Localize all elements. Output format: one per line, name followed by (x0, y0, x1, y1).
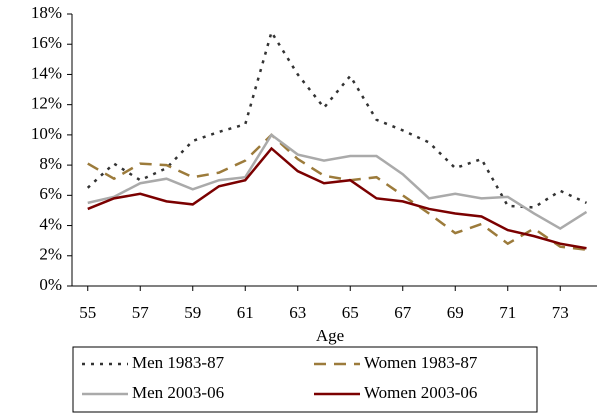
legend-label: Men 1983-87 (132, 353, 225, 372)
x-tick-label: 65 (342, 303, 359, 322)
x-tick-label: 73 (552, 303, 569, 322)
y-tick-label: 16% (31, 33, 62, 52)
legend-label: Men 2003-06 (132, 383, 224, 402)
x-tick-label: 59 (184, 303, 201, 322)
series-line (87, 146, 587, 250)
legend-box (72, 346, 538, 413)
y-tick-label: 8% (39, 154, 62, 173)
y-tick-label: 18% (31, 3, 62, 22)
x-tick-label: 57 (132, 303, 150, 322)
y-tick-label: 14% (31, 63, 62, 82)
y-tick-label: 4% (39, 214, 62, 233)
x-tick-label: 69 (447, 303, 464, 322)
y-tick-label: 0% (39, 275, 62, 294)
legend-label: Women 2003-06 (364, 383, 477, 402)
series-line (86, 29, 588, 209)
x-tick-label: 71 (499, 303, 516, 322)
x-tick-label: 67 (394, 303, 412, 322)
legend-label: Women 1983-87 (364, 353, 478, 372)
y-tick-label: 2% (39, 245, 62, 264)
x-tick-label: 63 (289, 303, 306, 322)
y-tick-label: 10% (31, 124, 62, 143)
y-tick-label: 12% (31, 94, 62, 113)
x-axis-label: Age (316, 326, 344, 345)
series-line (87, 133, 588, 231)
x-tick-label: 55 (79, 303, 96, 322)
x-tick-label: 61 (237, 303, 254, 322)
y-tick-label: 6% (39, 184, 62, 203)
series-line (87, 133, 587, 251)
